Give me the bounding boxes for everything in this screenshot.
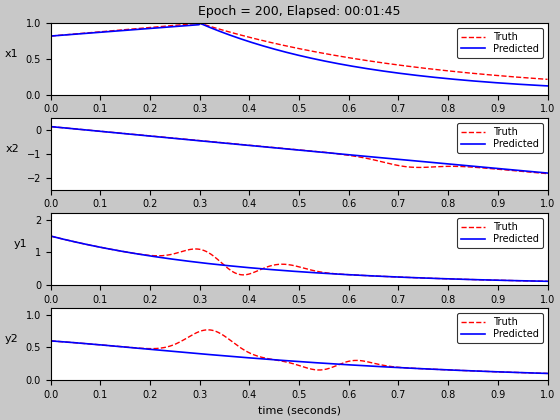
Truth <box>287 45 294 50</box>
Truth <box>343 272 350 277</box>
Predicted <box>532 169 539 174</box>
Predicted <box>343 152 350 157</box>
Predicted <box>455 162 461 167</box>
Legend: Truth, Predicted: Truth, Predicted <box>457 218 543 248</box>
Legend: Truth, Predicted: Truth, Predicted <box>457 28 543 58</box>
Predicted <box>533 83 540 88</box>
Truth <box>316 269 323 274</box>
Predicted <box>316 270 323 276</box>
Line: Truth: Truth <box>51 330 548 373</box>
Legend: Truth, Predicted: Truth, Predicted <box>457 313 543 343</box>
Truth <box>317 50 324 55</box>
Predicted <box>286 358 293 363</box>
Truth <box>284 44 291 49</box>
Predicted <box>287 51 294 56</box>
Line: Predicted: Predicted <box>51 341 548 373</box>
Predicted <box>532 278 539 284</box>
Truth <box>544 371 551 376</box>
Predicted <box>286 147 293 152</box>
Predicted <box>316 150 323 155</box>
Predicted <box>344 63 351 68</box>
Predicted <box>197 21 203 26</box>
Truth <box>455 277 461 282</box>
Predicted <box>316 360 323 365</box>
Truth <box>544 279 551 284</box>
Y-axis label: x2: x2 <box>6 144 20 154</box>
Line: Truth: Truth <box>51 23 548 79</box>
Truth <box>533 370 540 375</box>
Predicted <box>48 34 54 39</box>
Truth <box>287 360 294 365</box>
Truth <box>317 368 324 373</box>
Truth <box>48 124 54 129</box>
Predicted <box>455 277 461 282</box>
Line: Predicted: Predicted <box>51 236 548 281</box>
Truth <box>284 360 291 365</box>
Truth <box>195 21 202 26</box>
Y-axis label: x1: x1 <box>5 49 18 59</box>
Truth <box>204 327 211 332</box>
Truth <box>344 55 351 60</box>
Predicted <box>544 171 551 176</box>
Truth <box>286 147 293 152</box>
Predicted <box>343 272 350 277</box>
Predicted <box>48 124 54 129</box>
Truth <box>455 164 461 169</box>
Y-axis label: y1: y1 <box>14 239 27 249</box>
Predicted <box>455 368 461 373</box>
Truth <box>544 77 551 82</box>
Predicted <box>532 370 539 375</box>
Predicted <box>343 362 350 367</box>
Predicted <box>283 268 290 273</box>
Truth <box>48 234 54 239</box>
Line: Predicted: Predicted <box>51 24 548 86</box>
Truth <box>344 359 351 364</box>
Line: Truth: Truth <box>51 126 548 173</box>
Predicted <box>283 147 290 152</box>
Truth <box>48 34 54 39</box>
Y-axis label: y2: y2 <box>5 334 18 344</box>
Title: Epoch = 200, Elapsed: 00:01:45: Epoch = 200, Elapsed: 00:01:45 <box>198 5 400 18</box>
Predicted <box>544 84 551 89</box>
Truth <box>455 368 462 373</box>
Predicted <box>544 371 551 376</box>
Predicted <box>286 268 293 273</box>
Truth <box>544 171 551 176</box>
Line: Truth: Truth <box>51 236 548 281</box>
Truth <box>533 76 540 81</box>
Truth <box>455 69 462 74</box>
Predicted <box>48 234 54 239</box>
Line: Predicted: Predicted <box>51 126 548 173</box>
Predicted <box>48 339 54 344</box>
Predicted <box>283 358 290 363</box>
Truth <box>532 278 539 284</box>
Truth <box>286 262 293 268</box>
Truth <box>316 149 323 154</box>
X-axis label: time (seconds): time (seconds) <box>258 405 340 415</box>
Truth <box>532 170 539 175</box>
Truth <box>48 339 54 344</box>
Predicted <box>455 77 462 82</box>
Truth <box>283 262 290 267</box>
Legend: Truth, Predicted: Truth, Predicted <box>457 123 543 153</box>
Truth <box>283 146 290 151</box>
Predicted <box>544 279 551 284</box>
Predicted <box>284 50 291 55</box>
Predicted <box>317 58 324 63</box>
Truth <box>343 152 350 158</box>
